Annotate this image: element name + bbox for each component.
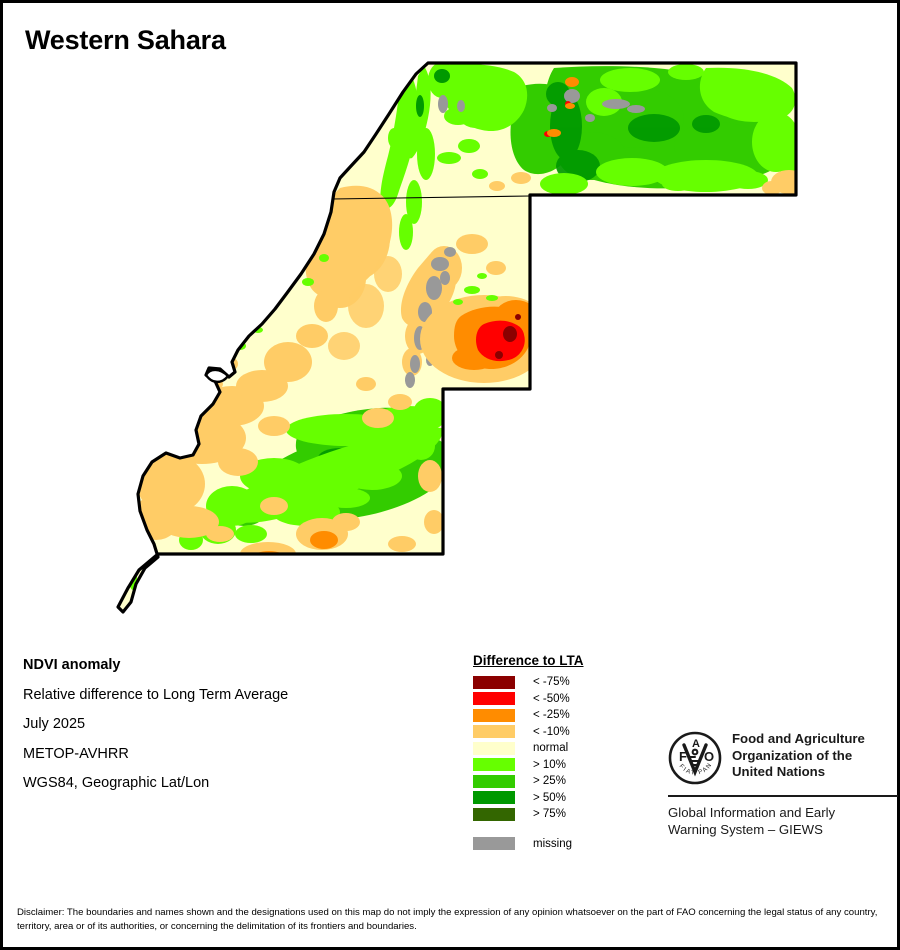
fao-name-line3: United Nations [732, 764, 826, 780]
legend-label: > 50% [533, 791, 566, 804]
legend-label: > 25% [533, 775, 566, 788]
fao-name-line2: Organization of the [732, 747, 853, 763]
fao-name-line1: Food and Agriculture [732, 731, 865, 746]
legend-swatch [473, 725, 515, 739]
legend-label: > 75% [533, 808, 566, 821]
legend-label: normal [533, 742, 569, 755]
legend-item: < -10% [473, 724, 653, 741]
fao-divider [668, 795, 898, 797]
legend-item: < -75% [473, 674, 653, 691]
legend-title: Difference to LTA [473, 653, 584, 668]
legend-item: < -25% [473, 707, 653, 724]
giews-name: Global Information and Early Warning Sys… [668, 805, 900, 839]
legend-swatch [473, 741, 515, 755]
legend-label-missing: missing [533, 837, 572, 850]
metadata-subtitle: Relative difference to Long Term Average [23, 686, 289, 703]
legend-swatch [473, 675, 515, 689]
metadata-sensor: METOP-AVHRR [23, 745, 129, 762]
legend-item: > 50% [473, 790, 653, 807]
svg-text:A: A [692, 738, 700, 750]
metadata-heading: NDVI anomaly [23, 657, 121, 673]
legend-label: < -75% [533, 676, 570, 689]
legend-label: < -10% [533, 725, 570, 738]
legend-item: < -50% [473, 691, 653, 708]
fao-logo-icon: F A O FIAT PANIS [665, 726, 722, 785]
legend-swatch [473, 807, 515, 821]
metadata-projection: WGS84, Geographic Lat/Lon [23, 775, 210, 791]
disclaimer-text: Disclaimer: The boundaries and names sho… [17, 907, 878, 932]
legend-item-missing: missing [473, 836, 653, 853]
legend-swatch [473, 708, 515, 722]
giews-line2: Warning System – GIEWS [668, 821, 823, 837]
legend-swatch [473, 692, 515, 706]
legend-swatch [473, 758, 515, 772]
map-metadata-block: NDVI anomaly Relative difference to Long… [23, 658, 443, 806]
legend: Difference to LTA < -75% < -50% < -25% <… [473, 653, 653, 852]
giews-line1: Global Information and Early [668, 805, 836, 820]
ndvi-anomaly-map [6, 6, 900, 866]
legend-label: > 10% [533, 758, 566, 771]
legend-swatch [473, 791, 515, 805]
legend-swatch [473, 774, 515, 788]
page-title: Western Sahara [25, 25, 226, 55]
fao-branding-block: F A O FIAT PANIS Food and Agriculture Or… [665, 726, 900, 839]
legend-label: < -50% [533, 692, 570, 705]
legend-item: > 10% [473, 757, 653, 774]
svg-text:O: O [704, 749, 714, 764]
legend-swatch-missing [473, 837, 515, 851]
legend-label: < -25% [533, 709, 570, 722]
legend-item: > 75% [473, 806, 653, 823]
legend-item: normal [473, 740, 653, 757]
svg-text:F: F [679, 749, 687, 764]
fao-name: Food and Agriculture Organization of the… [732, 731, 865, 781]
metadata-period: July 2025 [23, 716, 86, 732]
legend-item: > 25% [473, 773, 653, 790]
